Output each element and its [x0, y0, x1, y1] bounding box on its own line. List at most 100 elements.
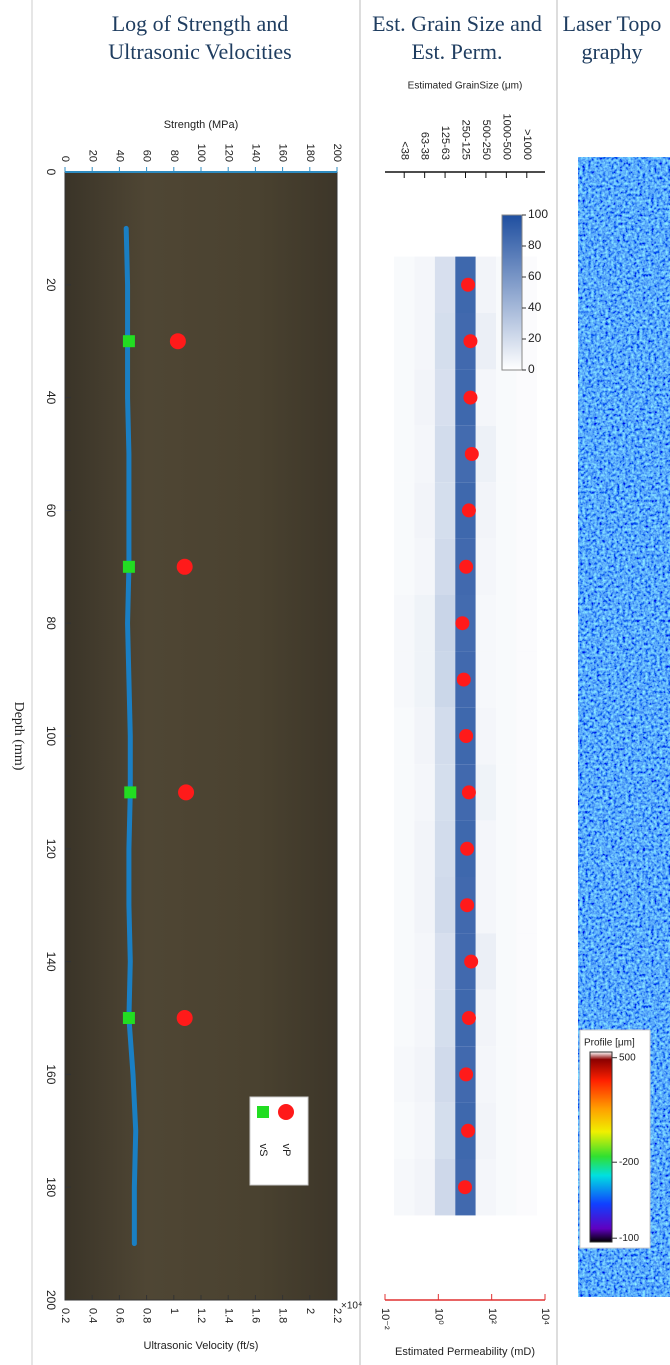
heat-cell	[517, 369, 537, 425]
heat-cell	[414, 313, 434, 369]
heat-cell	[414, 426, 434, 482]
heat-cell	[435, 1103, 455, 1159]
heat-cell	[517, 539, 537, 595]
heat-cell	[476, 990, 496, 1046]
colorbar-tick-label: 80	[528, 238, 542, 252]
marker-circle	[177, 559, 193, 575]
heat-cell	[435, 313, 455, 369]
heat-cell	[496, 595, 516, 651]
heat-cell	[414, 708, 434, 764]
perm-point	[461, 278, 475, 292]
heat-cell	[435, 482, 455, 538]
top-tick-label: 20	[86, 150, 98, 162]
colorbar	[502, 215, 522, 370]
perm-point	[462, 785, 476, 799]
top-tick-label: 180	[304, 144, 316, 162]
y-tick-label: 160	[44, 1064, 58, 1084]
heat-cell	[414, 990, 434, 1046]
panel-title: Laser Topography	[560, 10, 664, 66]
y-tick-label: 120	[44, 839, 58, 859]
heat-cell	[476, 539, 496, 595]
marker-square	[123, 335, 135, 347]
heat-cell	[496, 1103, 516, 1159]
colorbar-tick-label: 60	[528, 269, 542, 283]
heat-cell	[394, 595, 414, 651]
heat-cell	[517, 651, 537, 707]
perm-point	[463, 334, 477, 348]
top-tick-label: 140	[249, 144, 261, 162]
heat-cell	[414, 369, 434, 425]
heat-cell	[476, 482, 496, 538]
y-tick-label: 200	[44, 1290, 58, 1310]
heat-cell	[496, 877, 516, 933]
heat-cell	[414, 877, 434, 933]
heat-cell	[414, 651, 434, 707]
heat-cell	[394, 651, 414, 707]
heat-cell	[496, 426, 516, 482]
heat-cell	[476, 313, 496, 369]
y-tick-label: 0	[44, 169, 58, 176]
x-tick-label: 10⁴	[539, 1308, 551, 1325]
heat-cell	[394, 1159, 414, 1215]
colorbar-tick-label: -100	[619, 1233, 639, 1244]
colorbar	[590, 1052, 612, 1242]
top-tick-label: 63-38	[419, 132, 431, 160]
heat-cell	[496, 482, 516, 538]
perm-point	[460, 842, 474, 856]
top-axis-label: Estimated GrainSize (μm)	[408, 81, 523, 92]
perm-point	[458, 1180, 472, 1194]
heat-cell	[435, 877, 455, 933]
heat-cell	[414, 1046, 434, 1102]
heat-cell	[414, 257, 434, 313]
perm-point	[463, 391, 477, 405]
perm-point	[457, 673, 471, 687]
x-tick-label: 10⁻²	[379, 1308, 391, 1330]
heat-cell	[394, 764, 414, 820]
heat-cell	[517, 426, 537, 482]
y-axis-label: Depth (mm)	[11, 702, 26, 771]
heat-cell	[476, 708, 496, 764]
heat-cell	[517, 482, 537, 538]
x-tick-label: 0.4	[86, 1308, 98, 1323]
heat-cell	[517, 821, 537, 877]
colorbar-tick-label: 0	[528, 362, 535, 376]
x-tick-label: 2	[304, 1308, 316, 1314]
page: 020406080100120140160180200Depth (mm)020…	[0, 0, 670, 1365]
top-tick-label: >1000	[521, 129, 533, 160]
top-tick-label: 200	[331, 144, 343, 162]
top-tick-label: 500-250	[480, 120, 492, 160]
top-tick-label: 100	[195, 144, 207, 162]
heat-cell	[394, 821, 414, 877]
top-tick-label: 1000-500	[500, 113, 512, 160]
heat-cell	[517, 764, 537, 820]
heat-cell	[414, 595, 434, 651]
heat-cell	[496, 933, 516, 989]
top-tick-label: <38	[398, 141, 410, 160]
heat-cell	[414, 764, 434, 820]
heat-cell	[414, 482, 434, 538]
heat-cell	[476, 1103, 496, 1159]
perm-point	[462, 1011, 476, 1025]
legend-label: vS	[257, 1144, 269, 1157]
x-tick-label: 1.6	[249, 1308, 261, 1323]
marker-circle	[177, 1010, 193, 1026]
heat-cell	[496, 764, 516, 820]
heat-cell	[414, 539, 434, 595]
heat-cell	[496, 708, 516, 764]
heat-cell	[476, 1046, 496, 1102]
heat-cell	[435, 821, 455, 877]
heat-cell	[476, 595, 496, 651]
heat-cell	[517, 1103, 537, 1159]
heat-cell	[476, 877, 496, 933]
legend-label: vP	[280, 1144, 292, 1157]
colorbar-tick-label: 20	[528, 331, 542, 345]
perm-point	[459, 729, 473, 743]
heat-cell	[414, 1103, 434, 1159]
heat-cell	[517, 708, 537, 764]
y-tick-label: 80	[44, 617, 58, 631]
heat-cell	[476, 257, 496, 313]
heat-cell	[496, 651, 516, 707]
heat-cell	[414, 821, 434, 877]
top-tick-label: 160	[277, 144, 289, 162]
x-tick-label: 0.2	[59, 1308, 71, 1323]
